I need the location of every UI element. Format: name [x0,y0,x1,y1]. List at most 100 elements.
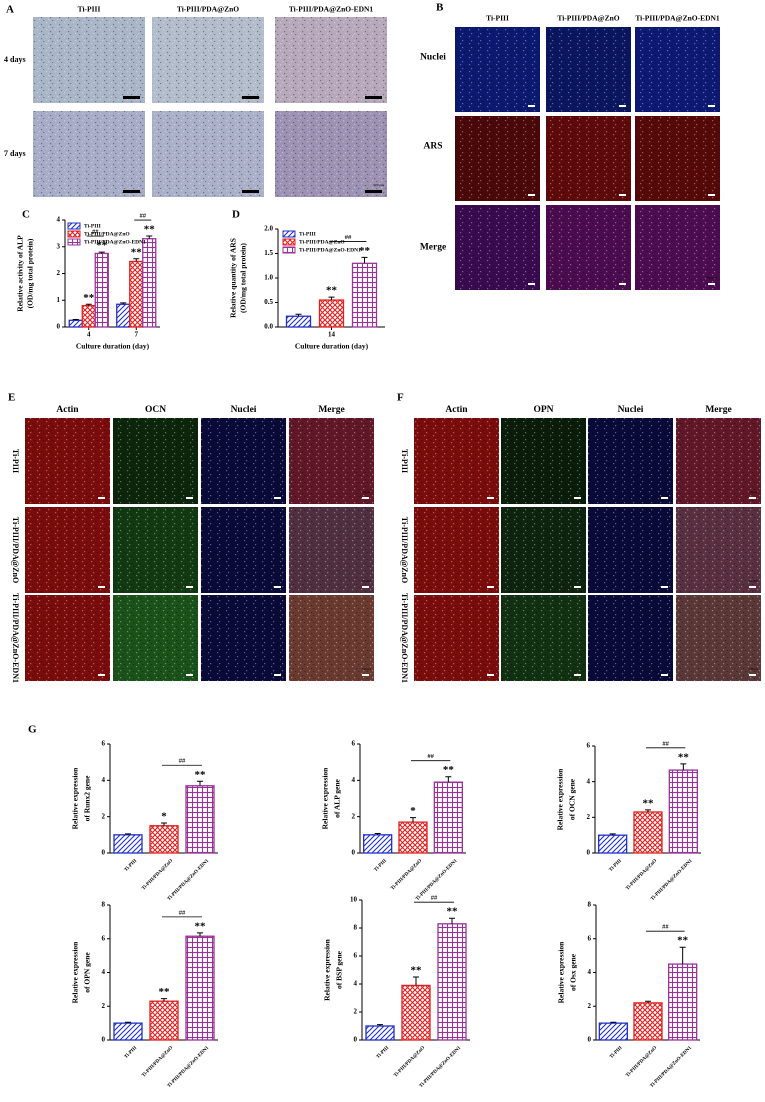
row-label: Ti-PIII/PDA@ZnO [11,517,20,583]
y-tick-label: 4 [587,777,591,785]
bar [437,923,467,1041]
error-bar [645,1000,651,1003]
bar [633,811,663,854]
scale-label: 50 μm [362,490,371,494]
comparison-label: ## [662,924,669,931]
scale-bar [708,194,715,196]
comparison-label: ## [179,909,186,916]
error-bar [449,917,455,924]
y-tick-label: 4 [102,968,106,976]
x-tick-label: Ti-PIII/PDA@ZnO-EDN1 [650,1045,694,1089]
scale-bar [487,586,494,588]
x-tick-label: Ti-PIII/PDA@ZnO-EDN1 [167,1045,211,1089]
bar [81,304,96,328]
error-bar [125,833,131,835]
micrograph-texture [414,418,499,504]
y-tick-label: 2.0 [264,225,273,233]
x-tick-label: Ti-PIII [609,859,623,873]
y-axis-label: of ALP gene [333,778,342,817]
column-title: Ti-PIII [78,5,101,14]
legend-label: Ti-PIII/PDA@ZnO [84,231,130,237]
micrograph-texture [275,17,387,103]
micrograph-texture [635,116,720,201]
bar [113,1022,143,1041]
micrograph-texture [25,595,110,681]
column-title: Nuclei [231,405,257,415]
comparison-label: ## [431,895,438,902]
x-tick-label: Ti-PIII/PDA@ZnO [141,859,174,892]
scale-bar [186,497,193,499]
significance: ** [411,965,423,977]
bar [363,834,393,854]
column-title: Merge [318,405,344,415]
y-tick-label: 2 [57,269,61,277]
comparison-label: ## [427,753,434,760]
micrograph-texture [546,116,631,201]
y-tick-label: 1.5 [264,249,273,257]
scale-bar [98,586,105,588]
micrograph-texture [676,507,761,593]
y-tick-label: 6 [588,934,592,942]
column-title: Ti-PIII/PDA@ZnO [177,5,239,14]
y-axis-label: of OPN gene [83,952,92,993]
legend-label: Ti-PIII/PDA@ZnO [299,239,345,245]
y-tick-label: 0 [354,1036,358,1044]
scale-bar [708,283,715,285]
column-title: OCN [145,405,166,415]
y-tick-label: 2 [352,812,356,820]
row-label: ARS [423,142,442,152]
bar [68,319,83,328]
y-tick-label: 2 [102,812,106,820]
scale-bar [574,586,581,588]
error-bar [197,780,203,786]
y-axis-label: Relative activity of ALP [16,235,25,312]
significance: ** [96,240,108,252]
legend-swatch [67,230,81,238]
significance: ** [447,906,459,918]
micrograph-texture [201,595,286,681]
panel-label: B [436,2,444,14]
micrograph-texture [455,27,540,112]
significance: ** [326,285,338,297]
significance: ** [144,224,156,236]
bar [398,821,428,854]
bar [142,238,157,328]
micrograph-texture [455,116,540,201]
column-title: Actin [56,405,79,415]
significance: * [161,811,167,823]
significance: ** [359,245,371,257]
bar [668,769,698,854]
scale-bar [749,674,756,676]
micrograph-texture [201,507,286,593]
scale-bar [574,674,581,676]
micrograph-texture [455,205,540,290]
y-tick-label: 2 [588,1002,592,1010]
y-tick-label: 6 [587,742,591,750]
micrograph-texture [414,507,499,593]
panel-label: G [28,724,37,736]
scale-bar [619,105,626,107]
scale-label: 50 μm [749,667,758,671]
micrograph-texture [546,205,631,290]
legend-swatch [282,246,296,254]
scale-bar [274,497,281,499]
scale-bar [186,674,193,676]
x-tick-label: Ti-PIII [376,1046,390,1060]
legend-swatch [282,238,296,246]
significance: ** [195,920,207,932]
comparison-label: ## [140,213,147,220]
bar [318,299,345,328]
bar [598,1022,628,1041]
x-tick-label: Ti-PIII/PDA@ZnO-EDN1 [650,858,694,902]
x-tick-label: Ti-PIII/PDA@ZnO [390,859,423,892]
x-tick-label: Ti-PIII/PDA@ZnO [625,1046,658,1079]
row-label: 7 days [4,149,26,158]
micrograph-texture [635,27,720,112]
column-title: Ti-PIII/PDA@ZnO-EDN1 [289,5,374,14]
error-bar [133,258,140,262]
y-tick-label: 6 [102,934,106,942]
y-tick-label: 0.0 [264,323,273,331]
row-label: Ti-PIII/PDA@ZnO-EDN1 [400,593,409,683]
scale-bar [365,96,382,99]
x-tick-label: Ti-PIII [374,859,388,873]
